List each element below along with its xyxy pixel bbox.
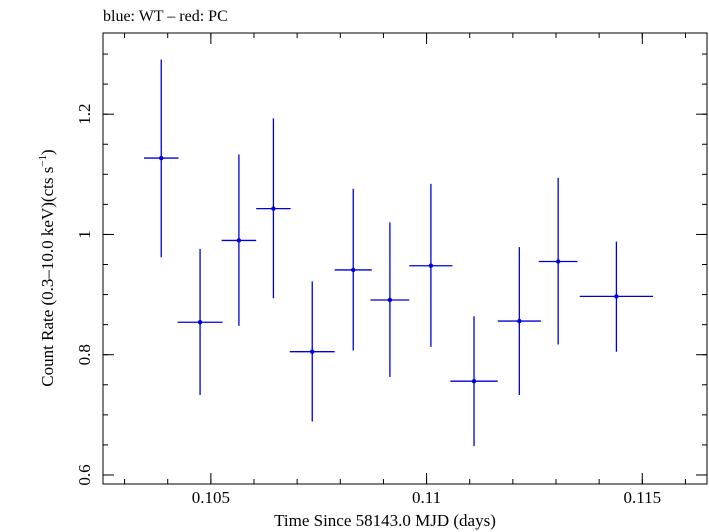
chart-title: blue: WT – red: PC [103, 8, 228, 25]
point-marker [387, 297, 393, 303]
x-tick-label: 0.115 [623, 488, 661, 507]
data-point [370, 222, 410, 377]
x-tick-label: 0.105 [192, 488, 230, 507]
x-tick-label: 0.11 [412, 488, 441, 507]
point-marker [428, 263, 434, 268]
point-marker [471, 378, 477, 384]
y-axis-label-superscript: −1 [37, 155, 49, 167]
point-marker [271, 206, 276, 211]
x-axis-label: Time Since 58143.0 MJD (days) [274, 511, 496, 530]
data-point [450, 316, 498, 447]
point-marker [159, 155, 164, 161]
data-point [221, 154, 257, 326]
data-point [497, 247, 541, 396]
data-point [289, 281, 335, 422]
y-axis-label-end: ) [38, 149, 57, 155]
point-marker [555, 259, 561, 264]
point-marker [614, 294, 619, 299]
x-axis-ticks [124, 33, 686, 484]
point-marker [310, 349, 315, 354]
data-point [409, 183, 453, 347]
data-point [334, 188, 372, 351]
plot-frame [102, 32, 708, 485]
y-axis-tick-labels: 0.6 0.8 1 1.2 [75, 104, 94, 486]
y-axis-label-main: Count Rate (0.3–10.0 keV)(cts s [38, 167, 57, 387]
data-points [143, 59, 654, 447]
point-marker [517, 318, 522, 324]
y-axis-label: Count Rate (0.3–10.0 keV)(cts s−1) [37, 149, 57, 386]
x-axis-tick-labels: 0.105 0.11 0.115 [192, 488, 661, 507]
y-tick-label: 0.8 [75, 344, 94, 365]
y-axis-ticks [103, 53, 707, 476]
data-point [538, 177, 578, 345]
point-marker [351, 267, 356, 273]
data-point [579, 241, 654, 352]
point-marker [236, 238, 242, 243]
y-tick-label: 1.2 [75, 104, 94, 125]
data-point [256, 118, 291, 299]
y-tick-label: 1 [75, 230, 94, 239]
data-point [143, 59, 179, 258]
data-point [177, 248, 223, 396]
point-marker [197, 320, 203, 325]
y-tick-label: 0.6 [75, 464, 94, 485]
